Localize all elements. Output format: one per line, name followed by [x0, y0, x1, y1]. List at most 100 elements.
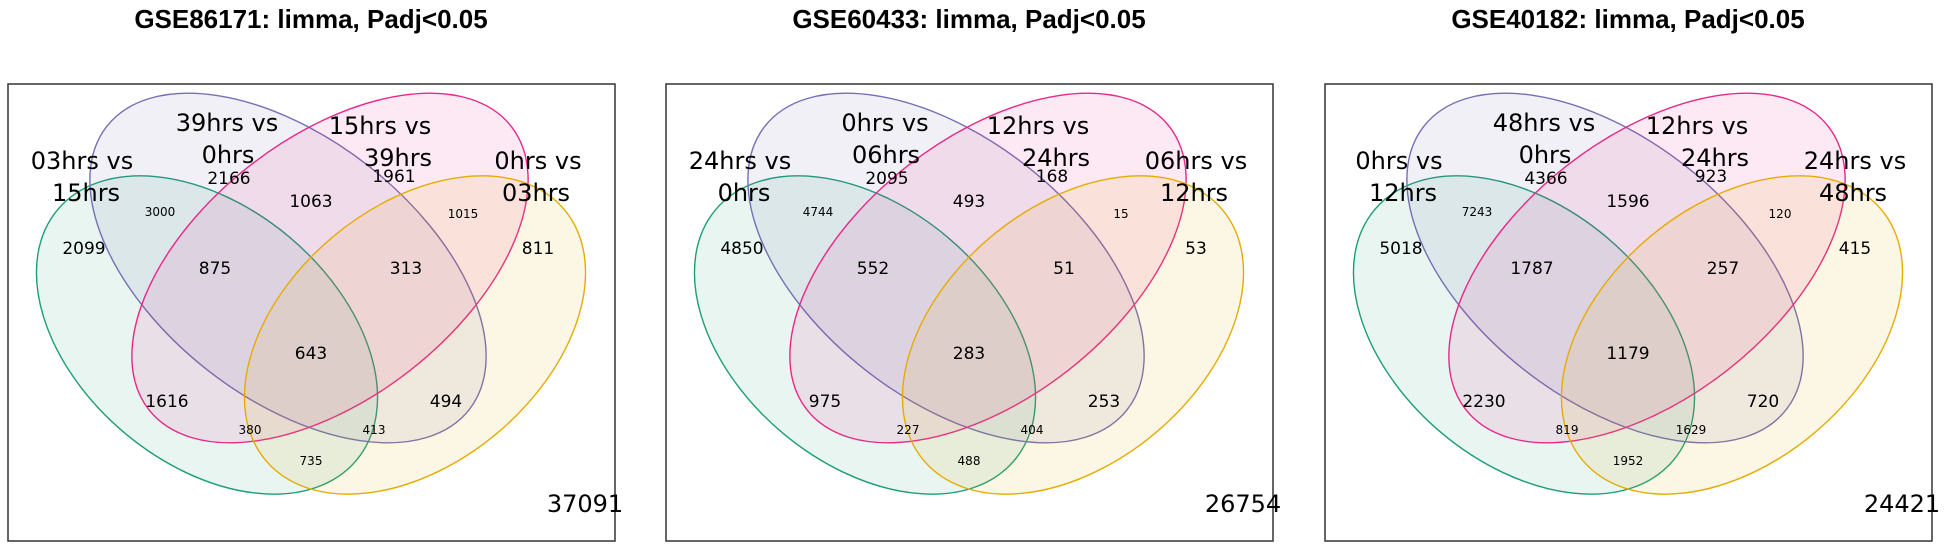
- count-ac: 975: [809, 392, 841, 412]
- set-b-label-line1: 0hrs vs: [841, 109, 928, 137]
- set-d-label-line1: 06hrs vs: [1145, 147, 1247, 175]
- venn-panel-3: GSE40182: limma, Padj<0.05 0hrs vs 12hrs…: [1324, 4, 1940, 542]
- count-ab: 3000: [145, 205, 176, 219]
- count-abcd: 643: [295, 344, 327, 364]
- venn-ellipses: [693, 92, 1245, 495]
- count-abcd: 1179: [1606, 344, 1649, 364]
- count-a-only: 5018: [1379, 239, 1422, 259]
- set-c-label-line2: 24hrs: [1022, 144, 1090, 172]
- region-counts: 5018 7243 4366 1596 923 120 415 1787 257…: [1379, 167, 1871, 468]
- count-bc: 1063: [289, 192, 332, 212]
- set-labels: 03hrs vs 15hrs 39hrs vs 0hrs 15hrs vs 39…: [31, 109, 582, 207]
- count-bcd: 313: [390, 259, 422, 279]
- count-ac: 2230: [1462, 392, 1505, 412]
- set-d-ellipse: [901, 175, 1245, 495]
- count-c-only: 1961: [372, 167, 415, 187]
- set-b-label-line2: 0hrs: [202, 141, 255, 169]
- count-d-only: 811: [522, 239, 554, 259]
- set-b-ellipse: [89, 92, 487, 444]
- venn-panel-1: GSE86171: limma, Padj<0.05 03hrs vs 15hr…: [7, 4, 623, 542]
- count-ab: 4744: [803, 205, 834, 219]
- count-ad: 1952: [1613, 454, 1644, 468]
- count-abd: 413: [363, 423, 386, 437]
- count-acd: 227: [897, 423, 920, 437]
- count-ac: 1616: [145, 392, 188, 412]
- set-b-label-line2: 0hrs: [1519, 141, 1572, 169]
- set-d-ellipse: [243, 175, 587, 495]
- count-abc: 1787: [1510, 259, 1553, 279]
- region-counts: 2099 3000 2166 1063 1961 1015 811 875 31…: [62, 167, 554, 468]
- count-abc: 552: [857, 259, 889, 279]
- set-b-label-line2: 06hrs: [852, 141, 920, 169]
- count-bcd: 257: [1707, 259, 1739, 279]
- set-labels: 24hrs vs 0hrs 0hrs vs 06hrs 12hrs vs 24h…: [689, 109, 1247, 207]
- count-abcd: 283: [953, 344, 985, 364]
- count-bc: 1596: [1606, 192, 1649, 212]
- set-c-label-line2: 24hrs: [1681, 144, 1749, 172]
- count-cd: 120: [1769, 207, 1792, 221]
- set-d-ellipse: [1560, 175, 1904, 495]
- count-acd: 380: [239, 423, 262, 437]
- panel-frame: [7, 83, 616, 542]
- count-a-only: 4850: [720, 239, 763, 259]
- count-ad: 735: [300, 454, 323, 468]
- outside-count: 37091: [547, 490, 623, 518]
- set-labels: 0hrs vs 12hrs 48hrs vs 0hrs 12hrs vs 24h…: [1355, 109, 1906, 207]
- panel-title: GSE40182: limma, Padj<0.05: [1451, 4, 1804, 34]
- panel-title: GSE86171: limma, Padj<0.05: [134, 4, 487, 34]
- count-acd: 819: [1556, 423, 1579, 437]
- set-a-label-line1: 0hrs vs: [1355, 147, 1442, 175]
- set-c-label-line1: 15hrs vs: [329, 112, 431, 140]
- set-a-ellipse: [693, 175, 1037, 495]
- set-a-ellipse: [1352, 175, 1696, 495]
- panel-frame: [1324, 83, 1933, 542]
- set-a-ellipse: [35, 175, 379, 495]
- venn-ellipses: [35, 92, 587, 495]
- count-ad: 488: [958, 454, 981, 468]
- set-d-label-line2: 48hrs: [1819, 179, 1887, 207]
- count-bd: 494: [430, 392, 462, 412]
- count-abd: 404: [1021, 423, 1044, 437]
- set-a-label-line1: 24hrs vs: [689, 147, 791, 175]
- count-ab: 7243: [1462, 205, 1493, 219]
- count-a-only: 2099: [62, 239, 105, 259]
- count-abd: 1629: [1676, 423, 1707, 437]
- count-bd: 720: [1747, 392, 1779, 412]
- count-c-only: 923: [1695, 167, 1727, 187]
- panel-title: GSE60433: limma, Padj<0.05: [792, 4, 1145, 34]
- set-a-label-line1: 03hrs vs: [31, 147, 133, 175]
- set-c-ellipse: [1448, 92, 1846, 444]
- set-b-ellipse: [1406, 92, 1804, 444]
- set-a-label-line2: 15hrs: [52, 179, 120, 207]
- set-c-label-line2: 39hrs: [364, 144, 432, 172]
- set-b-label-line1: 39hrs vs: [176, 109, 278, 137]
- outside-count: 24421: [1864, 490, 1940, 518]
- set-c-label-line1: 12hrs vs: [987, 112, 1089, 140]
- count-b-only: 4366: [1524, 169, 1567, 189]
- count-d-only: 53: [1185, 239, 1207, 259]
- count-abc: 875: [199, 259, 231, 279]
- set-c-label-line1: 12hrs vs: [1646, 112, 1748, 140]
- outside-count: 26754: [1205, 490, 1281, 518]
- count-cd: 15: [1113, 207, 1128, 221]
- set-a-label-line2: 12hrs: [1369, 179, 1437, 207]
- set-d-label-line1: 24hrs vs: [1804, 147, 1906, 175]
- set-b-ellipse: [747, 92, 1145, 444]
- count-b-only: 2095: [865, 169, 908, 189]
- set-a-label-line2: 0hrs: [718, 179, 771, 207]
- count-bcd: 51: [1053, 259, 1075, 279]
- set-c-ellipse: [131, 92, 529, 444]
- panel-frame: [665, 83, 1274, 542]
- count-b-only: 2166: [207, 169, 250, 189]
- set-d-label-line1: 0hrs vs: [494, 147, 581, 175]
- region-counts: 4850 4744 2095 493 168 15 53 552 51 283 …: [720, 167, 1206, 468]
- count-cd: 1015: [448, 207, 479, 221]
- set-d-label-line2: 03hrs: [502, 179, 570, 207]
- count-bc: 493: [953, 192, 985, 212]
- set-c-ellipse: [789, 92, 1187, 444]
- set-b-label-line1: 48hrs vs: [1493, 109, 1595, 137]
- count-c-only: 168: [1036, 167, 1068, 187]
- venn-ellipses: [1352, 92, 1904, 495]
- count-d-only: 415: [1839, 239, 1871, 259]
